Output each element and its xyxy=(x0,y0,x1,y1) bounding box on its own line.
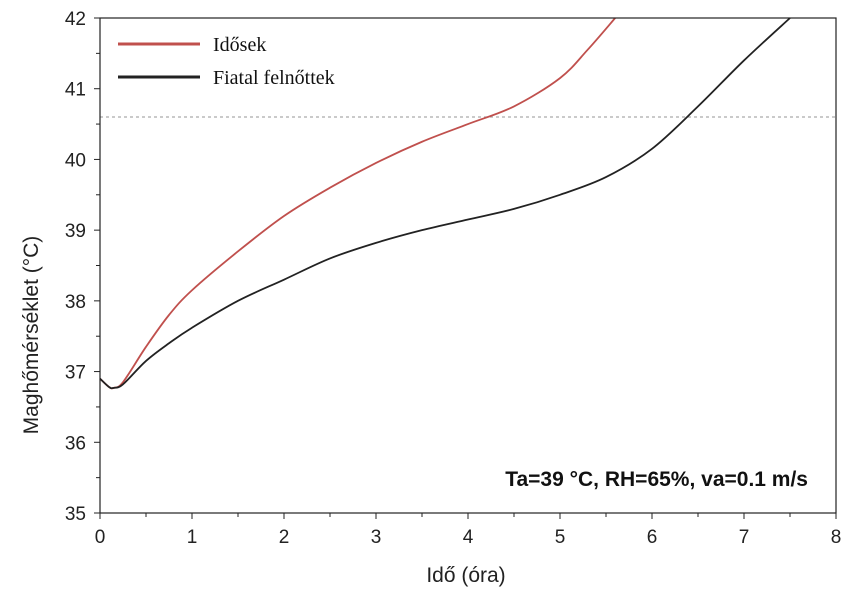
series-line-fiatal-felnottek xyxy=(99,17,791,390)
y-tick-label: 40 xyxy=(65,150,86,171)
x-tick-label: 3 xyxy=(371,527,382,548)
legend-label-fiatal-felnottek: Fiatal felnőttek xyxy=(213,67,335,89)
conditions-annotation: Ta=39 °C, RH=65%, va=0.1 m/s xyxy=(505,468,808,491)
x-tick-label: 0 xyxy=(95,527,106,548)
y-tick-label: 42 xyxy=(65,9,86,30)
x-tick-label: 1 xyxy=(187,527,198,548)
x-tick-label: 6 xyxy=(647,527,658,548)
x-tick-label: 7 xyxy=(739,527,750,548)
series-line-idosek xyxy=(99,17,616,390)
plot-frame xyxy=(99,17,837,514)
x-tick-label: 2 xyxy=(279,527,290,548)
x-tick-label: 8 xyxy=(831,527,842,548)
y-tick-label: 41 xyxy=(65,80,86,101)
y-tick-label: 39 xyxy=(65,221,86,242)
x-tick-label: 4 xyxy=(463,527,474,548)
y-tick-label: 36 xyxy=(65,433,86,454)
y-axis-label: Maghőmérséklet (°C) xyxy=(20,236,43,435)
y-tick-label: 38 xyxy=(65,292,86,313)
y-tick-label: 37 xyxy=(65,363,86,384)
x-axis-label: Idő (óra) xyxy=(426,564,505,587)
legend-label-idosek: Idősek xyxy=(213,34,266,56)
legend: Idősek Fiatal felnőttek xyxy=(118,34,335,89)
x-tick-label: 5 xyxy=(555,527,566,548)
y-tick-label: 35 xyxy=(65,504,86,525)
